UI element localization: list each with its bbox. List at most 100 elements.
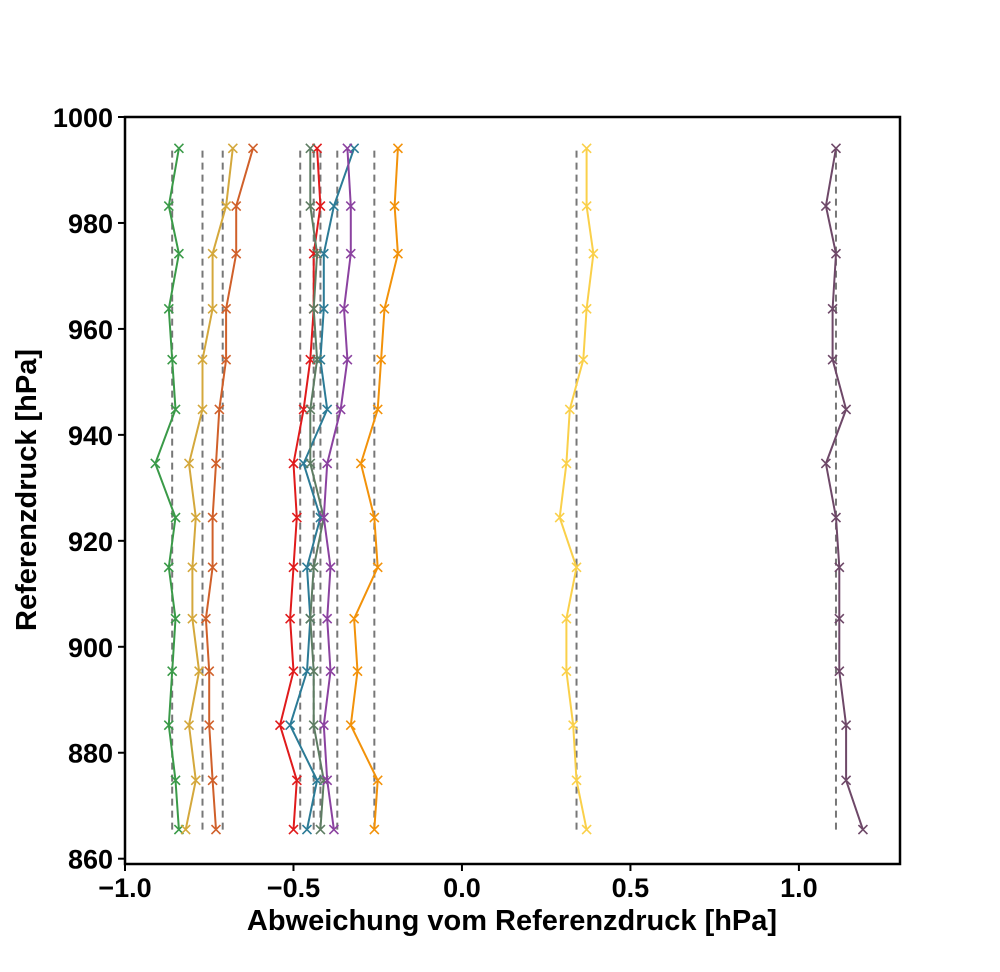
y-tick-label: 860 bbox=[68, 845, 113, 875]
data-point bbox=[183, 458, 195, 469]
data-point bbox=[834, 562, 845, 573]
data-point bbox=[318, 303, 329, 314]
data-point bbox=[197, 354, 208, 365]
data-point bbox=[305, 458, 316, 469]
mean-lines bbox=[171, 148, 837, 830]
y-tick-label: 980 bbox=[68, 209, 113, 239]
data-point bbox=[328, 200, 339, 212]
data-point bbox=[197, 404, 208, 415]
data-point bbox=[392, 248, 404, 259]
data-point bbox=[345, 248, 356, 259]
series-line-9 bbox=[558, 148, 595, 830]
series-line-5 bbox=[289, 147, 356, 830]
data-point bbox=[561, 613, 572, 624]
data-point bbox=[163, 562, 174, 573]
data-point bbox=[167, 354, 178, 365]
data-point bbox=[200, 613, 211, 624]
data-point bbox=[345, 720, 356, 731]
series-line-10 bbox=[824, 148, 864, 830]
x-tick-label: −1.0 bbox=[98, 873, 151, 903]
x-tick-label: 0.0 bbox=[443, 873, 481, 903]
data-point bbox=[150, 458, 161, 469]
data-point bbox=[210, 458, 222, 469]
data-point bbox=[305, 143, 316, 154]
y-axis-label: Referenzdruck [hPa] bbox=[11, 349, 43, 631]
data-point bbox=[841, 775, 852, 786]
data-point bbox=[345, 200, 356, 212]
series-1 bbox=[150, 143, 184, 835]
data-point bbox=[183, 720, 195, 731]
data-point bbox=[315, 824, 326, 835]
series-line-8 bbox=[349, 148, 399, 830]
series-10 bbox=[820, 143, 869, 835]
data-point bbox=[830, 248, 842, 259]
data-point bbox=[834, 666, 845, 677]
data-point bbox=[338, 303, 350, 314]
data-point bbox=[315, 200, 326, 212]
data-point bbox=[207, 303, 218, 314]
data-point bbox=[170, 613, 181, 624]
data-point bbox=[322, 404, 333, 415]
series-line-3 bbox=[204, 148, 254, 830]
data-point bbox=[325, 562, 336, 573]
data-point bbox=[163, 200, 174, 212]
data-point bbox=[379, 303, 390, 314]
data-point bbox=[207, 775, 218, 786]
data-point bbox=[227, 143, 238, 154]
data-point bbox=[221, 354, 232, 365]
data-point bbox=[204, 720, 215, 731]
data-point bbox=[827, 303, 838, 314]
data-point bbox=[318, 720, 329, 731]
data-point bbox=[820, 458, 831, 469]
data-point bbox=[187, 613, 198, 624]
data-point bbox=[231, 200, 242, 212]
series-2 bbox=[180, 143, 238, 835]
data-point bbox=[180, 824, 191, 835]
data-point bbox=[170, 404, 181, 415]
series-3 bbox=[200, 143, 259, 835]
data-point bbox=[578, 354, 589, 365]
data-point bbox=[190, 775, 201, 786]
data-point bbox=[372, 404, 383, 415]
data-point bbox=[369, 512, 380, 523]
series-layer bbox=[150, 143, 869, 835]
data-point bbox=[210, 824, 222, 835]
data-point bbox=[190, 512, 201, 523]
y-tick-label: 940 bbox=[68, 421, 113, 451]
data-point bbox=[288, 666, 299, 677]
data-point bbox=[170, 775, 181, 786]
data-point bbox=[204, 666, 215, 677]
series-7 bbox=[318, 143, 356, 835]
data-point bbox=[301, 824, 313, 835]
y-tick-label: 920 bbox=[68, 527, 113, 557]
data-point bbox=[274, 720, 286, 731]
data-point bbox=[325, 666, 336, 677]
data-point bbox=[830, 143, 842, 154]
x-axis-label: Abweichung vom Referenzdruck [hPa] bbox=[247, 905, 777, 937]
data-point bbox=[352, 666, 363, 677]
plot-frame bbox=[123, 115, 902, 866]
series-line-7 bbox=[322, 148, 352, 830]
data-point bbox=[841, 720, 852, 731]
data-point bbox=[355, 458, 366, 469]
series-8 bbox=[345, 143, 404, 835]
data-point bbox=[318, 512, 329, 523]
data-point bbox=[389, 200, 400, 212]
series-line-6 bbox=[309, 148, 325, 830]
data-point bbox=[568, 720, 579, 731]
data-point bbox=[342, 143, 353, 154]
data-point bbox=[285, 613, 296, 624]
data-point bbox=[207, 562, 218, 573]
x-tick-label: −0.5 bbox=[267, 873, 320, 903]
data-point bbox=[305, 200, 316, 212]
data-point bbox=[231, 248, 242, 259]
x-axis: −1.0 −0.5 0.0 0.5 1.0 bbox=[98, 864, 818, 903]
series-line-1 bbox=[154, 148, 180, 830]
data-point bbox=[571, 562, 582, 573]
data-point bbox=[308, 666, 319, 677]
x-tick-label: 0.5 bbox=[612, 873, 650, 903]
series-6 bbox=[305, 143, 329, 835]
data-point bbox=[392, 143, 404, 154]
data-point bbox=[163, 720, 174, 731]
